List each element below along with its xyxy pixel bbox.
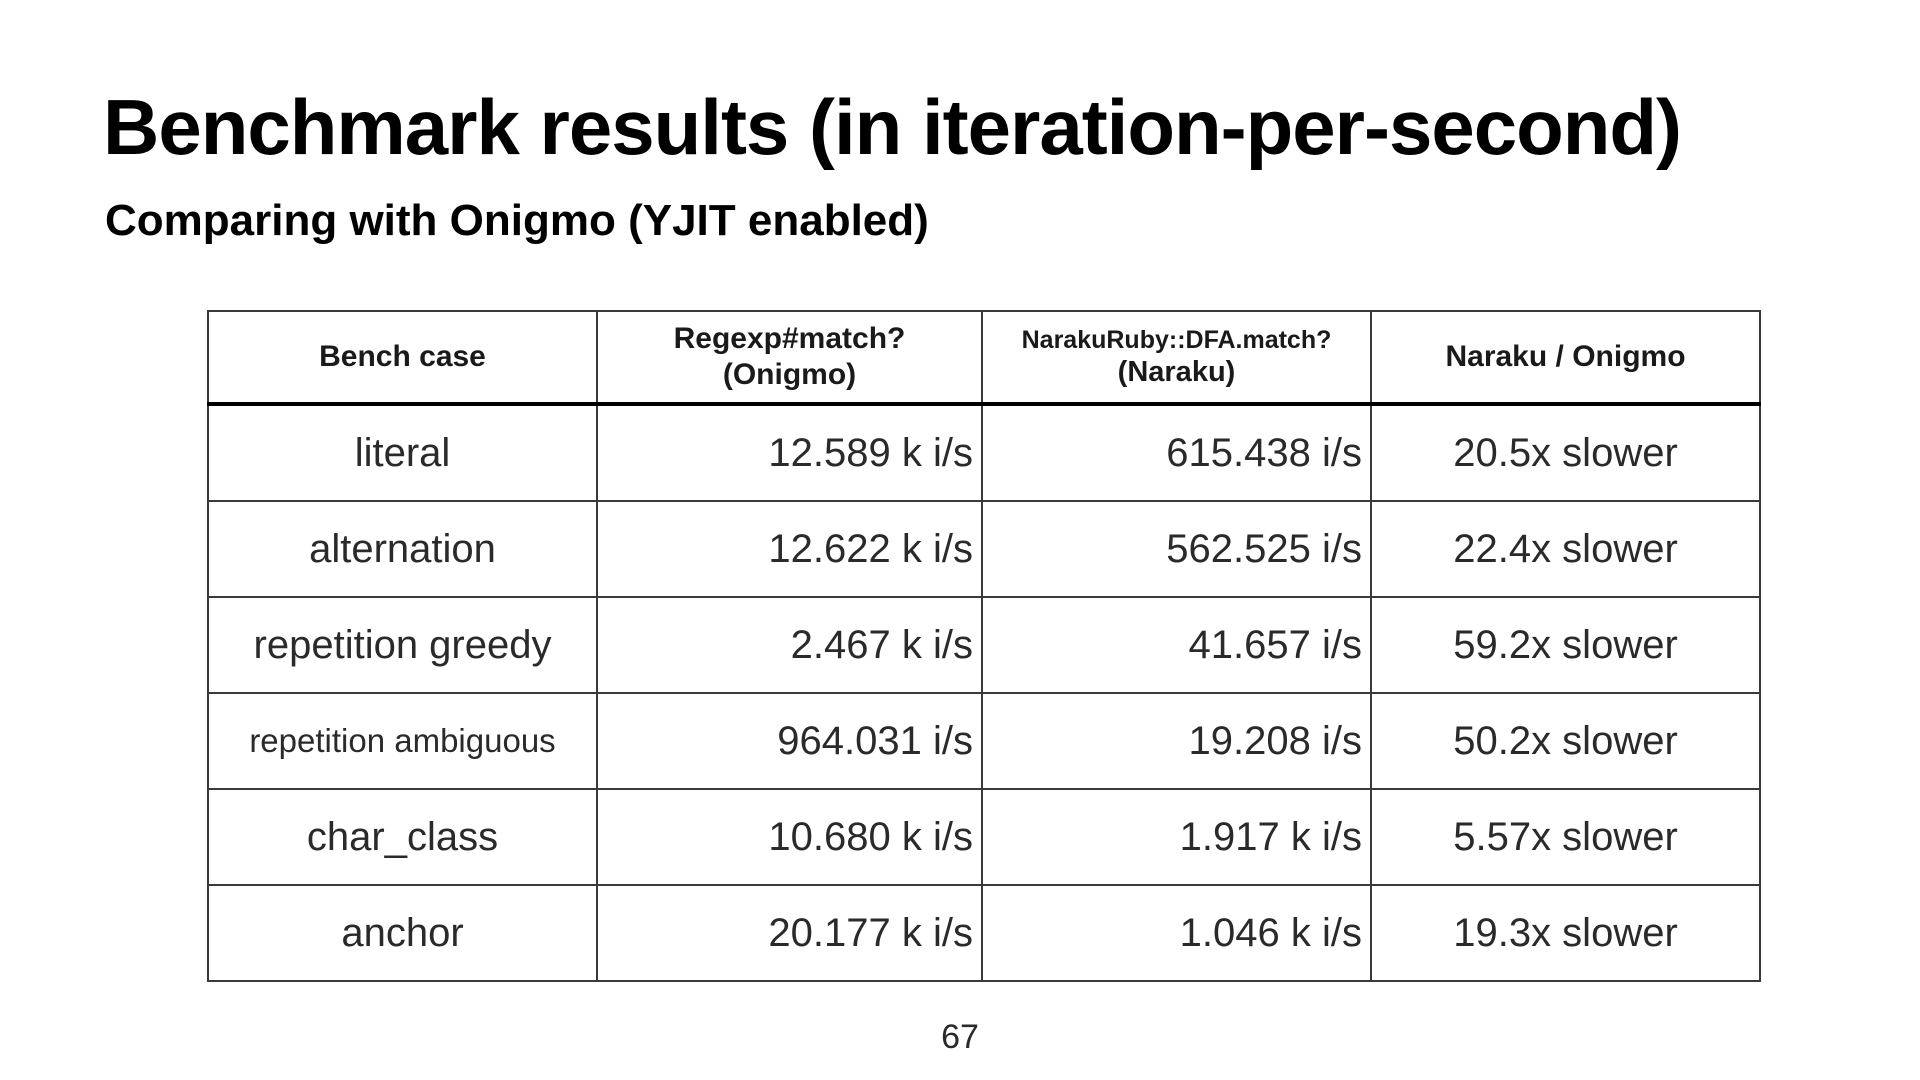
ratio-cell: 22.4x slower xyxy=(1370,500,1761,598)
ratio-cell: 59.2x slower xyxy=(1370,596,1761,694)
onigmo-cell: 12.622 k i/s xyxy=(596,500,983,598)
onigmo-cell: 20.177 k i/s xyxy=(596,884,983,982)
bench-case-cell: literal xyxy=(207,403,598,502)
page-subtitle: Comparing with Onigmo (YJIT enabled) xyxy=(105,196,929,245)
table-head: Bench case Regexp#match? (Onigmo) NarakuRub… xyxy=(207,310,1761,406)
naraku-cell: 19.208 i/s xyxy=(981,692,1372,790)
table-header-row: Bench case Regexp#match? (Onigmo) NarakuRub… xyxy=(207,310,1761,406)
benchmark-table: Bench case Regexp#match? (Onigmo) NarakuRub… xyxy=(207,310,1761,982)
naraku-cell: 41.657 i/s xyxy=(981,596,1372,694)
page-title: Benchmark results (in iteration-per-seco… xyxy=(103,83,1682,171)
naraku-cell: 562.525 i/s xyxy=(981,500,1372,598)
header-line: (Onigmo) xyxy=(722,358,857,391)
naraku-cell: 1.917 k i/s xyxy=(981,788,1372,886)
header-ratio: Naraku / Onigmo xyxy=(1370,310,1761,406)
table-row: anchor 20.177 k i/s 1.046 k i/s 19.3x slowe… xyxy=(207,884,1761,982)
table-body: literal 12.589 k i/s 615.438 i/s 20.5x slow… xyxy=(207,403,1761,982)
header-line: NarakuRuby::DFA.match? xyxy=(1021,325,1332,354)
table-row: repetition greedy 2.467 k i/s 41.657 i/s 59… xyxy=(207,596,1761,694)
ratio-cell: 5.57x slower xyxy=(1370,788,1761,886)
header-bench-case: Bench case xyxy=(207,310,598,406)
table-row: char_class 10.680 k i/s 1.917 k i/s 5.57x s… xyxy=(207,788,1761,886)
ratio-cell: 50.2x slower xyxy=(1370,692,1761,790)
ratio-cell: 19.3x slower xyxy=(1370,884,1761,982)
bench-case-cell: anchor xyxy=(207,884,598,982)
header-line: Bench case xyxy=(319,340,486,373)
table-row: repetition ambiguous 964.031 i/s 19.208 i/… xyxy=(207,692,1761,790)
bench-case-cell: repetition greedy xyxy=(207,596,598,694)
table-row: alternation 12.622 k i/s 562.525 i/s 22.4x … xyxy=(207,500,1761,598)
table-row: literal 12.589 k i/s 615.438 i/s 20.5x slow… xyxy=(207,403,1761,502)
header-onigmo: Regexp#match? (Onigmo) xyxy=(596,310,983,406)
ratio-cell: 20.5x slower xyxy=(1370,403,1761,502)
onigmo-cell: 2.467 k i/s xyxy=(596,596,983,694)
bench-case-cell: char_class xyxy=(207,788,598,886)
header-naraku: NarakuRuby::DFA.match? (Naraku) xyxy=(981,310,1372,406)
header-line: Regexp#match? xyxy=(673,322,906,355)
onigmo-cell: 964.031 i/s xyxy=(596,692,983,790)
onigmo-cell: 12.589 k i/s xyxy=(596,403,983,502)
onigmo-cell: 10.680 k i/s xyxy=(596,788,983,886)
bench-case-cell: alternation xyxy=(207,500,598,598)
header-line: (Naraku) xyxy=(1117,355,1236,388)
page-number: 67 xyxy=(941,1018,979,1056)
naraku-cell: 615.438 i/s xyxy=(981,403,1372,502)
naraku-cell: 1.046 k i/s xyxy=(981,884,1372,982)
bench-case-cell: repetition ambiguous xyxy=(207,692,598,790)
header-line: Naraku / Onigmo xyxy=(1445,340,1686,373)
